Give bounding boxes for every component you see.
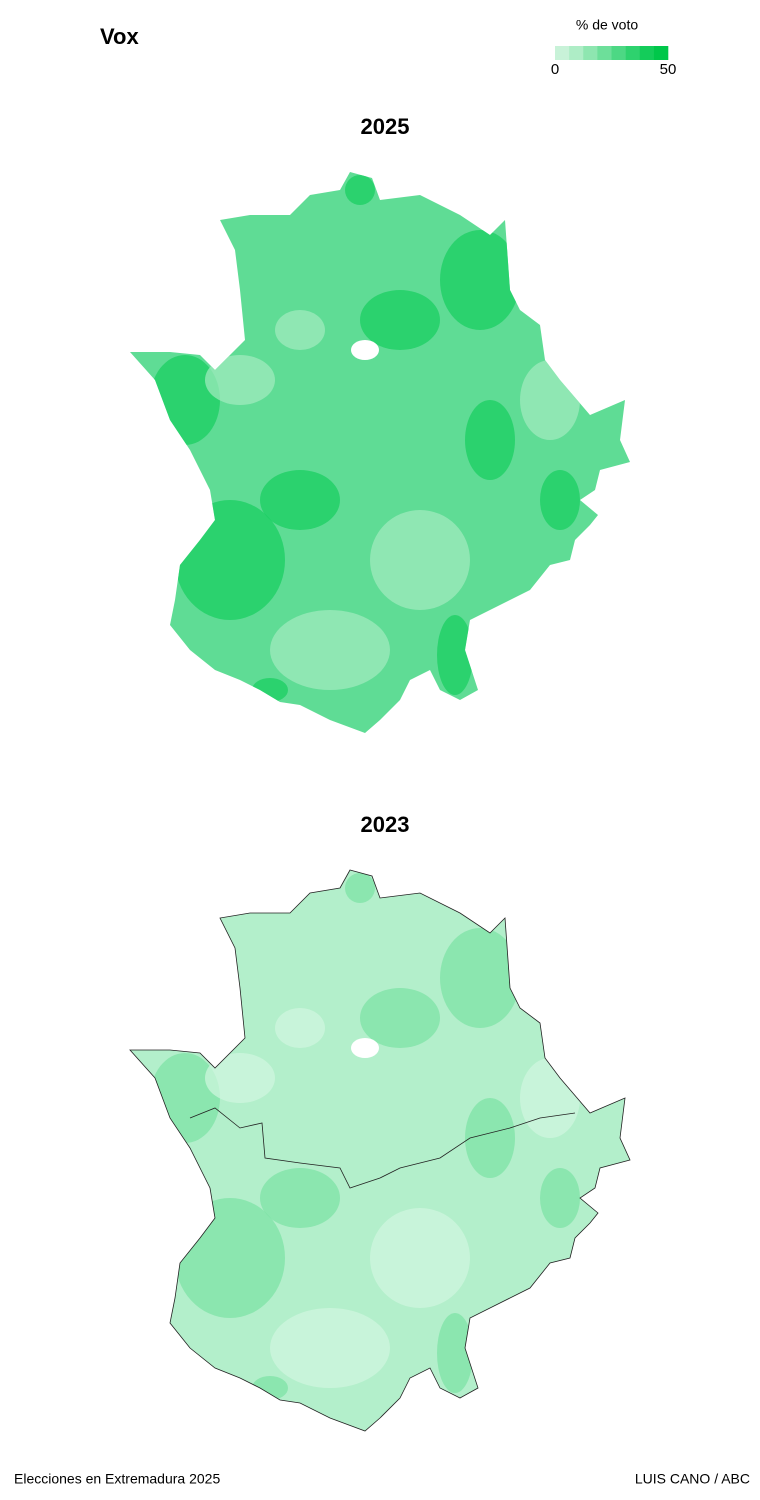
light-patch (205, 1053, 275, 1103)
legend-title: % de voto (576, 17, 638, 33)
shade-patch (260, 470, 340, 530)
map (130, 172, 630, 733)
legend-tick-label: 50 (660, 61, 677, 78)
shade-patch (252, 678, 288, 702)
maps: 2025 2023 (129, 114, 631, 1432)
light-patch (370, 1208, 470, 1308)
shade-patch (437, 1313, 473, 1393)
footer-right: LUIS CANO / ABC (635, 1471, 750, 1487)
map-title: 2023 (361, 812, 410, 837)
shade-patch (465, 1098, 515, 1178)
legend: % de voto 0 50 (551, 17, 677, 78)
light-patch (520, 360, 580, 440)
shade-patch (260, 1168, 340, 1228)
map (129, 869, 631, 1432)
light-patch (205, 355, 275, 405)
shade-patch (252, 1376, 288, 1400)
shade-patch (540, 470, 580, 530)
shade-patch (465, 400, 515, 480)
legend-swatch (569, 46, 584, 60)
legend-swatch (597, 46, 612, 60)
legend-swatch (639, 46, 655, 60)
shade-patch (540, 1168, 580, 1228)
shade-patch (440, 230, 520, 330)
shade-patch (360, 290, 440, 350)
title: Vox (100, 24, 139, 49)
shade-patch (345, 175, 375, 205)
light-patch (275, 1008, 325, 1048)
legend-swatch (555, 46, 570, 60)
light-patch (270, 610, 390, 690)
shade-patch (345, 873, 375, 903)
shade-patch (437, 615, 473, 695)
footer-left: Elecciones en Extremadura 2025 (14, 1471, 220, 1487)
shade-patch (360, 988, 440, 1048)
light-patch (370, 510, 470, 610)
shade-patch (440, 928, 520, 1028)
gap (351, 340, 379, 360)
gap (351, 1038, 379, 1058)
legend-swatch (611, 46, 626, 60)
province-border (189, 1107, 576, 1189)
light-patch (270, 1308, 390, 1388)
legend-swatch (583, 46, 598, 60)
map-title: 2025 (361, 114, 410, 139)
light-patch (275, 310, 325, 350)
legend-swatch (653, 46, 669, 60)
legend-tick-label: 0 (551, 61, 559, 78)
light-patch (520, 1058, 580, 1138)
legend-swatch (625, 46, 641, 60)
